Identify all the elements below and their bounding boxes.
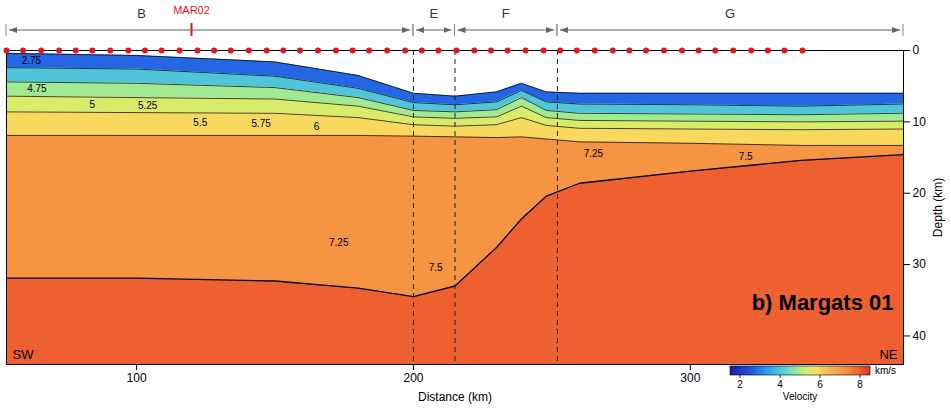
svg-text:7.5: 7.5 (429, 262, 443, 273)
svg-text:6: 6 (314, 121, 320, 132)
svg-text:20: 20 (913, 186, 927, 200)
svg-text:Depth (km): Depth (km) (931, 178, 945, 237)
svg-text:8: 8 (857, 379, 863, 390)
svg-text:SW: SW (13, 347, 35, 362)
svg-text:7.5: 7.5 (739, 151, 753, 162)
svg-text:0: 0 (913, 43, 920, 57)
svg-text:MAR02: MAR02 (173, 4, 210, 16)
svg-text:5.5: 5.5 (193, 117, 207, 128)
svg-text:Distance (km): Distance (km) (418, 390, 492, 404)
svg-text:5.25: 5.25 (138, 100, 158, 111)
svg-text:5.75: 5.75 (251, 118, 271, 129)
svg-text:100: 100 (127, 371, 147, 385)
svg-text:200: 200 (403, 371, 423, 385)
svg-text:b) Margats 01: b) Margats 01 (752, 290, 894, 315)
svg-text:Velocity: Velocity (783, 391, 817, 402)
svg-text:300: 300 (680, 371, 700, 385)
svg-text:2: 2 (737, 379, 743, 390)
svg-text:4.75: 4.75 (27, 83, 47, 94)
svg-text:7.25: 7.25 (584, 148, 604, 159)
svg-text:4: 4 (777, 379, 783, 390)
svg-text:10: 10 (913, 115, 927, 129)
svg-text:B: B (137, 6, 146, 21)
svg-text:2.75: 2.75 (22, 55, 42, 66)
svg-text:30: 30 (913, 257, 927, 271)
svg-text:7.25: 7.25 (329, 237, 349, 248)
svg-text:40: 40 (913, 329, 927, 343)
svg-text:G: G (725, 6, 735, 21)
svg-text:NE: NE (879, 347, 897, 362)
svg-text:km/s: km/s (875, 365, 896, 376)
svg-text:F: F (502, 6, 510, 21)
svg-text:E: E (429, 6, 438, 21)
svg-text:6: 6 (817, 379, 823, 390)
svg-text:5: 5 (90, 99, 96, 110)
